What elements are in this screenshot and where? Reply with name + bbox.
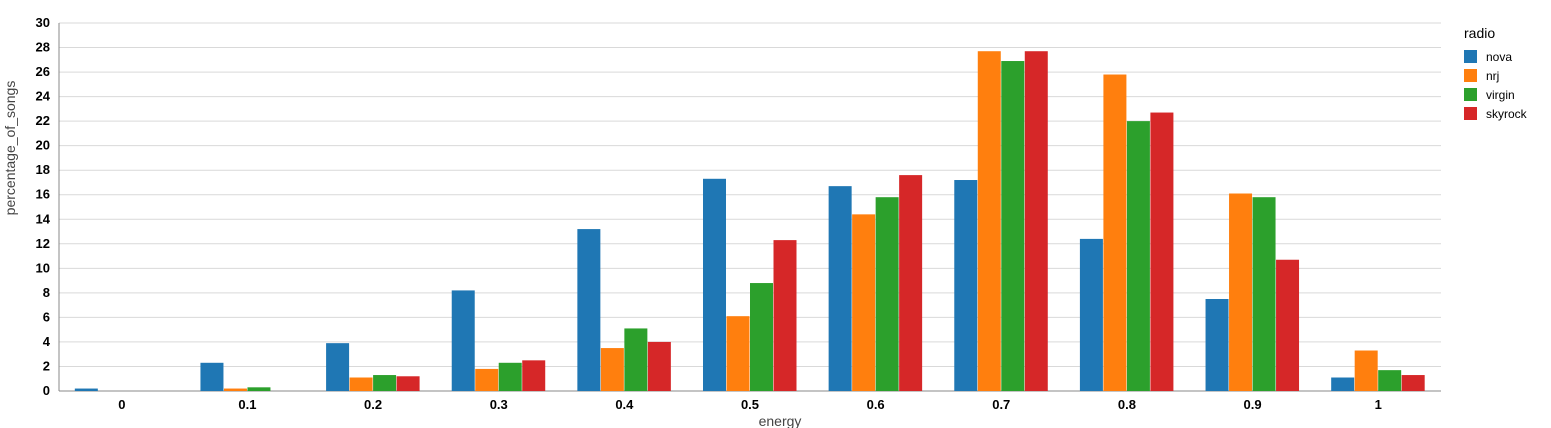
bar-virgin: [373, 375, 397, 391]
bar-nrj: [977, 51, 1001, 392]
bar-nrj: [726, 316, 750, 391]
x-tick-label: 0.1: [238, 397, 256, 412]
bar-nova: [1331, 377, 1355, 391]
y-tick-label: 26: [36, 64, 50, 79]
x-tick-label: 0.5: [741, 397, 759, 412]
bar-virgin: [247, 387, 271, 391]
bar-virgin: [498, 362, 522, 391]
y-tick-label: 2: [43, 358, 50, 373]
bar-virgin: [624, 328, 648, 391]
y-tick-label: 22: [36, 113, 50, 128]
y-tick-label: 4: [43, 334, 51, 349]
y-tick-label: 30: [36, 15, 50, 30]
bar-skyrock: [1401, 375, 1425, 391]
bar-skyrock: [522, 360, 546, 391]
legend-swatch-nrj: [1464, 69, 1477, 82]
y-tick-label: 10: [36, 260, 50, 275]
bar-nova: [1079, 238, 1103, 391]
x-tick-label: 0.7: [992, 397, 1010, 412]
legend-swatch-virgin: [1464, 88, 1477, 101]
bar-nova: [954, 180, 978, 391]
bar-nrj: [852, 214, 876, 391]
bar-skyrock: [647, 341, 671, 391]
bar-virgin: [1378, 370, 1402, 391]
legend-label-skyrock: skyrock: [1486, 107, 1528, 121]
bar-skyrock: [1276, 259, 1300, 391]
bar-nova: [451, 290, 475, 391]
legend-swatch-skyrock: [1464, 107, 1477, 120]
y-tick-label: 16: [36, 187, 50, 202]
bar-skyrock: [899, 175, 923, 391]
legend-swatch-nova: [1464, 50, 1477, 63]
bar-nrj: [600, 348, 624, 391]
x-tick-label: 0.6: [867, 397, 885, 412]
y-tick-label: 18: [36, 162, 50, 177]
bar-virgin: [1126, 121, 1150, 391]
bar-virgin: [1252, 197, 1276, 391]
bar-skyrock: [773, 240, 797, 391]
legend: radio nova nrj virgin skyrock: [1464, 25, 1528, 121]
x-tick-label: 0.2: [364, 397, 382, 412]
y-tick-label: 0: [43, 383, 50, 398]
bar-virgin: [1001, 61, 1025, 391]
y-tick-label: 12: [36, 236, 50, 251]
y-tick-label: 20: [36, 138, 50, 153]
bar-nrj: [349, 377, 373, 391]
x-tick-label: 1: [1375, 397, 1382, 412]
legend-label-nova: nova: [1486, 50, 1512, 64]
bars: [74, 51, 1425, 392]
bar-nova: [828, 186, 852, 391]
bar-nrj: [1354, 350, 1378, 391]
y-axis-title: percentage_of_songs: [2, 81, 18, 216]
legend-label-nrj: nrj: [1486, 69, 1499, 83]
bar-nova: [577, 229, 601, 391]
y-tick-label: 24: [36, 89, 51, 104]
legend-title: radio: [1464, 25, 1495, 41]
bar-nrj: [223, 388, 247, 391]
bar-nrj: [1103, 74, 1127, 392]
bar-nova: [74, 388, 98, 391]
x-tick-label: 0.9: [1244, 397, 1262, 412]
y-tick-label: 28: [36, 40, 50, 55]
bar-virgin: [750, 283, 773, 391]
x-tick-label: 0.4: [615, 397, 634, 412]
x-axis-ticks: 0 0.1 0.2 0.3 0.4 0.5 0.6 0.7 0.8 0.9 1: [118, 397, 1382, 412]
bar-skyrock: [1150, 112, 1174, 392]
bar-nova: [703, 178, 726, 391]
bar-nova: [200, 362, 224, 391]
bar-virgin: [875, 197, 899, 391]
bar-nrj: [1229, 193, 1253, 391]
x-tick-label: 0: [118, 397, 125, 412]
x-axis-title: energy: [759, 413, 802, 428]
bar-skyrock: [1024, 51, 1048, 392]
bar-nova: [1205, 299, 1229, 391]
x-tick-label: 0.3: [490, 397, 508, 412]
legend-label-virgin: virgin: [1486, 88, 1515, 102]
y-tick-label: 8: [43, 285, 50, 300]
bar-nrj: [475, 368, 499, 391]
y-tick-label: 6: [43, 309, 50, 324]
bar-nova: [326, 343, 350, 391]
bar-skyrock: [396, 376, 420, 391]
y-tick-label: 14: [36, 211, 51, 226]
x-tick-label: 0.8: [1118, 397, 1136, 412]
